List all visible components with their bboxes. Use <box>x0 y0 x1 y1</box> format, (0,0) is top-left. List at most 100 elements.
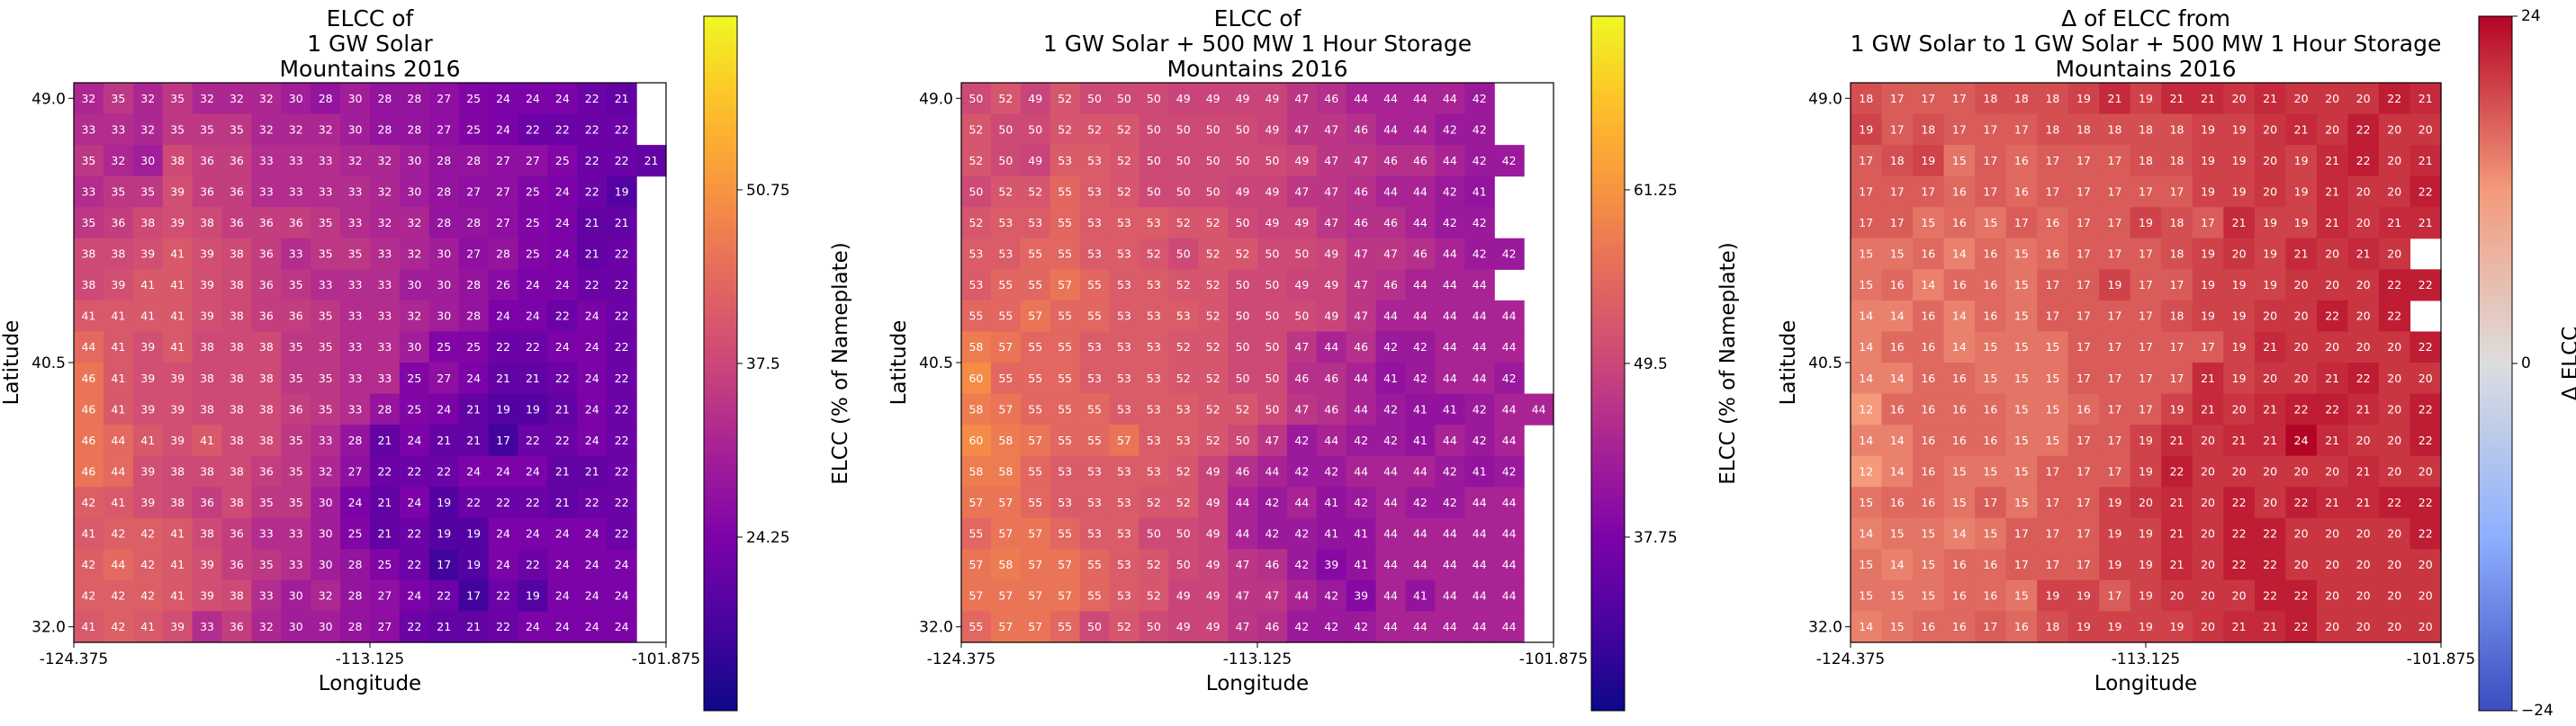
heatmap-cell <box>1913 425 1945 457</box>
heatmap-cell <box>162 363 194 395</box>
cell-label: 42 <box>1473 154 1487 167</box>
cell-label: 49 <box>1265 122 1279 136</box>
cell-label: 35 <box>259 496 274 509</box>
heatmap-cell <box>428 611 460 643</box>
cell-label: 24 <box>555 527 570 541</box>
cell-label: 39 <box>170 184 185 198</box>
cell-label: 50 <box>1147 154 1161 167</box>
cell-label: 19 <box>2294 184 2309 198</box>
cell-label: 42 <box>140 589 155 603</box>
heatmap-cell <box>2005 113 2038 146</box>
cell-label: 15 <box>1890 589 1905 603</box>
heatmap-cell <box>103 83 134 115</box>
cell-label: 27 <box>526 154 540 167</box>
heatmap-cell <box>281 175 311 208</box>
heatmap-cell <box>2347 393 2380 426</box>
cell-label: 52 <box>1176 496 1191 509</box>
cell-label: 27 <box>437 372 451 385</box>
cell-label: 22 <box>526 340 540 354</box>
heatmap-cell <box>488 363 519 395</box>
x-tick-label: -113.125 <box>2112 650 2180 668</box>
cell-label: 17 <box>1859 184 1873 198</box>
cell-label: 49 <box>1236 92 1250 105</box>
cell-label: 24 <box>407 434 421 447</box>
cell-label: 57 <box>1028 589 1042 603</box>
cell-label: 52 <box>1117 620 1131 633</box>
heatmap-cell <box>2378 363 2411 395</box>
heatmap-cell <box>1494 300 1525 333</box>
cell-label: 20 <box>2294 92 2309 105</box>
cell-label: 42 <box>1294 464 1309 478</box>
heatmap-cell <box>311 269 341 301</box>
cell-label: 30 <box>319 558 333 571</box>
heatmap-cell <box>428 145 460 177</box>
heatmap-cell <box>1316 579 1347 613</box>
heatmap-cell <box>1346 517 1377 550</box>
heatmap-cell <box>1851 83 1883 115</box>
heatmap-cell <box>340 331 371 363</box>
heatmap-cell <box>1464 455 1495 488</box>
cell-label: 16 <box>2014 620 2029 633</box>
cell-label: 44 <box>1354 372 1368 385</box>
heatmap-cell <box>2378 611 2411 643</box>
heatmap-cell <box>1198 83 1229 115</box>
y-tick-label: 49.0 <box>1808 90 1842 108</box>
heatmap-cell <box>162 145 194 177</box>
cell-label: 44 <box>1443 527 1457 541</box>
heatmap-cell <box>1881 425 1914 457</box>
heatmap-cell <box>1049 113 1081 146</box>
heatmap-cell <box>2285 207 2318 239</box>
cell-label: 35 <box>81 216 95 229</box>
heatmap-cell <box>103 175 134 208</box>
heatmap-cell <box>1198 517 1229 550</box>
heatmap-cell <box>1168 517 1199 550</box>
colorbar-tick-label: −24 <box>2521 702 2553 720</box>
cell-label: 53 <box>1147 216 1161 229</box>
heatmap-cell <box>192 579 223 613</box>
cell-label: 47 <box>1383 247 1398 261</box>
cell-label: 17 <box>2170 372 2184 385</box>
cell-label: 20 <box>2263 464 2277 478</box>
cell-label: 30 <box>407 184 421 198</box>
cell-label: 28 <box>466 278 481 291</box>
cell-label: 21 <box>2356 496 2371 509</box>
heatmap-cell <box>1913 113 1945 146</box>
heatmap-cell <box>1228 611 1258 643</box>
cell-label: 46 <box>1324 372 1338 385</box>
cell-label: 44 <box>1354 92 1368 105</box>
cell-label: 42 <box>81 589 95 603</box>
cell-label: 49 <box>1206 527 1220 541</box>
cell-label: 41 <box>140 309 155 323</box>
heatmap-cell <box>251 113 282 146</box>
cell-label: 46 <box>1324 92 1338 105</box>
cell-label: 30 <box>319 496 333 509</box>
heatmap-cell <box>2316 331 2349 363</box>
cell-label: 57 <box>1028 309 1042 323</box>
heatmap-cell <box>221 363 252 395</box>
heatmap-cell <box>607 611 637 643</box>
cell-label: 47 <box>1324 184 1338 198</box>
heatmap-cell <box>2067 331 2100 363</box>
heatmap-cell <box>103 579 134 613</box>
cell-label: 33 <box>289 154 303 167</box>
heatmap-cell <box>1464 269 1495 301</box>
cell-label: 44 <box>1413 464 1428 478</box>
heatmap-cell <box>1079 611 1111 643</box>
heatmap-cell <box>1020 145 1051 177</box>
heatmap-cell <box>251 363 282 395</box>
cell-label: 24 <box>555 589 570 603</box>
cell-label: 52 <box>1176 464 1191 478</box>
heatmap-cell <box>2005 579 2038 613</box>
heatmap-cell <box>2005 363 2038 395</box>
heatmap-cell <box>1375 487 1407 519</box>
cell-label: 44 <box>111 434 125 447</box>
cell-label: 21 <box>2418 92 2433 105</box>
heatmap-cell <box>607 331 637 363</box>
heatmap-cell <box>1943 269 1976 301</box>
heatmap-cell <box>1228 300 1258 333</box>
cell-label: 24 <box>585 527 599 541</box>
cell-label: 42 <box>1294 434 1309 447</box>
cell-label: 53 <box>1087 527 1102 541</box>
cell-label: 46 <box>81 372 95 385</box>
cell-label: 42 <box>1502 247 1517 261</box>
